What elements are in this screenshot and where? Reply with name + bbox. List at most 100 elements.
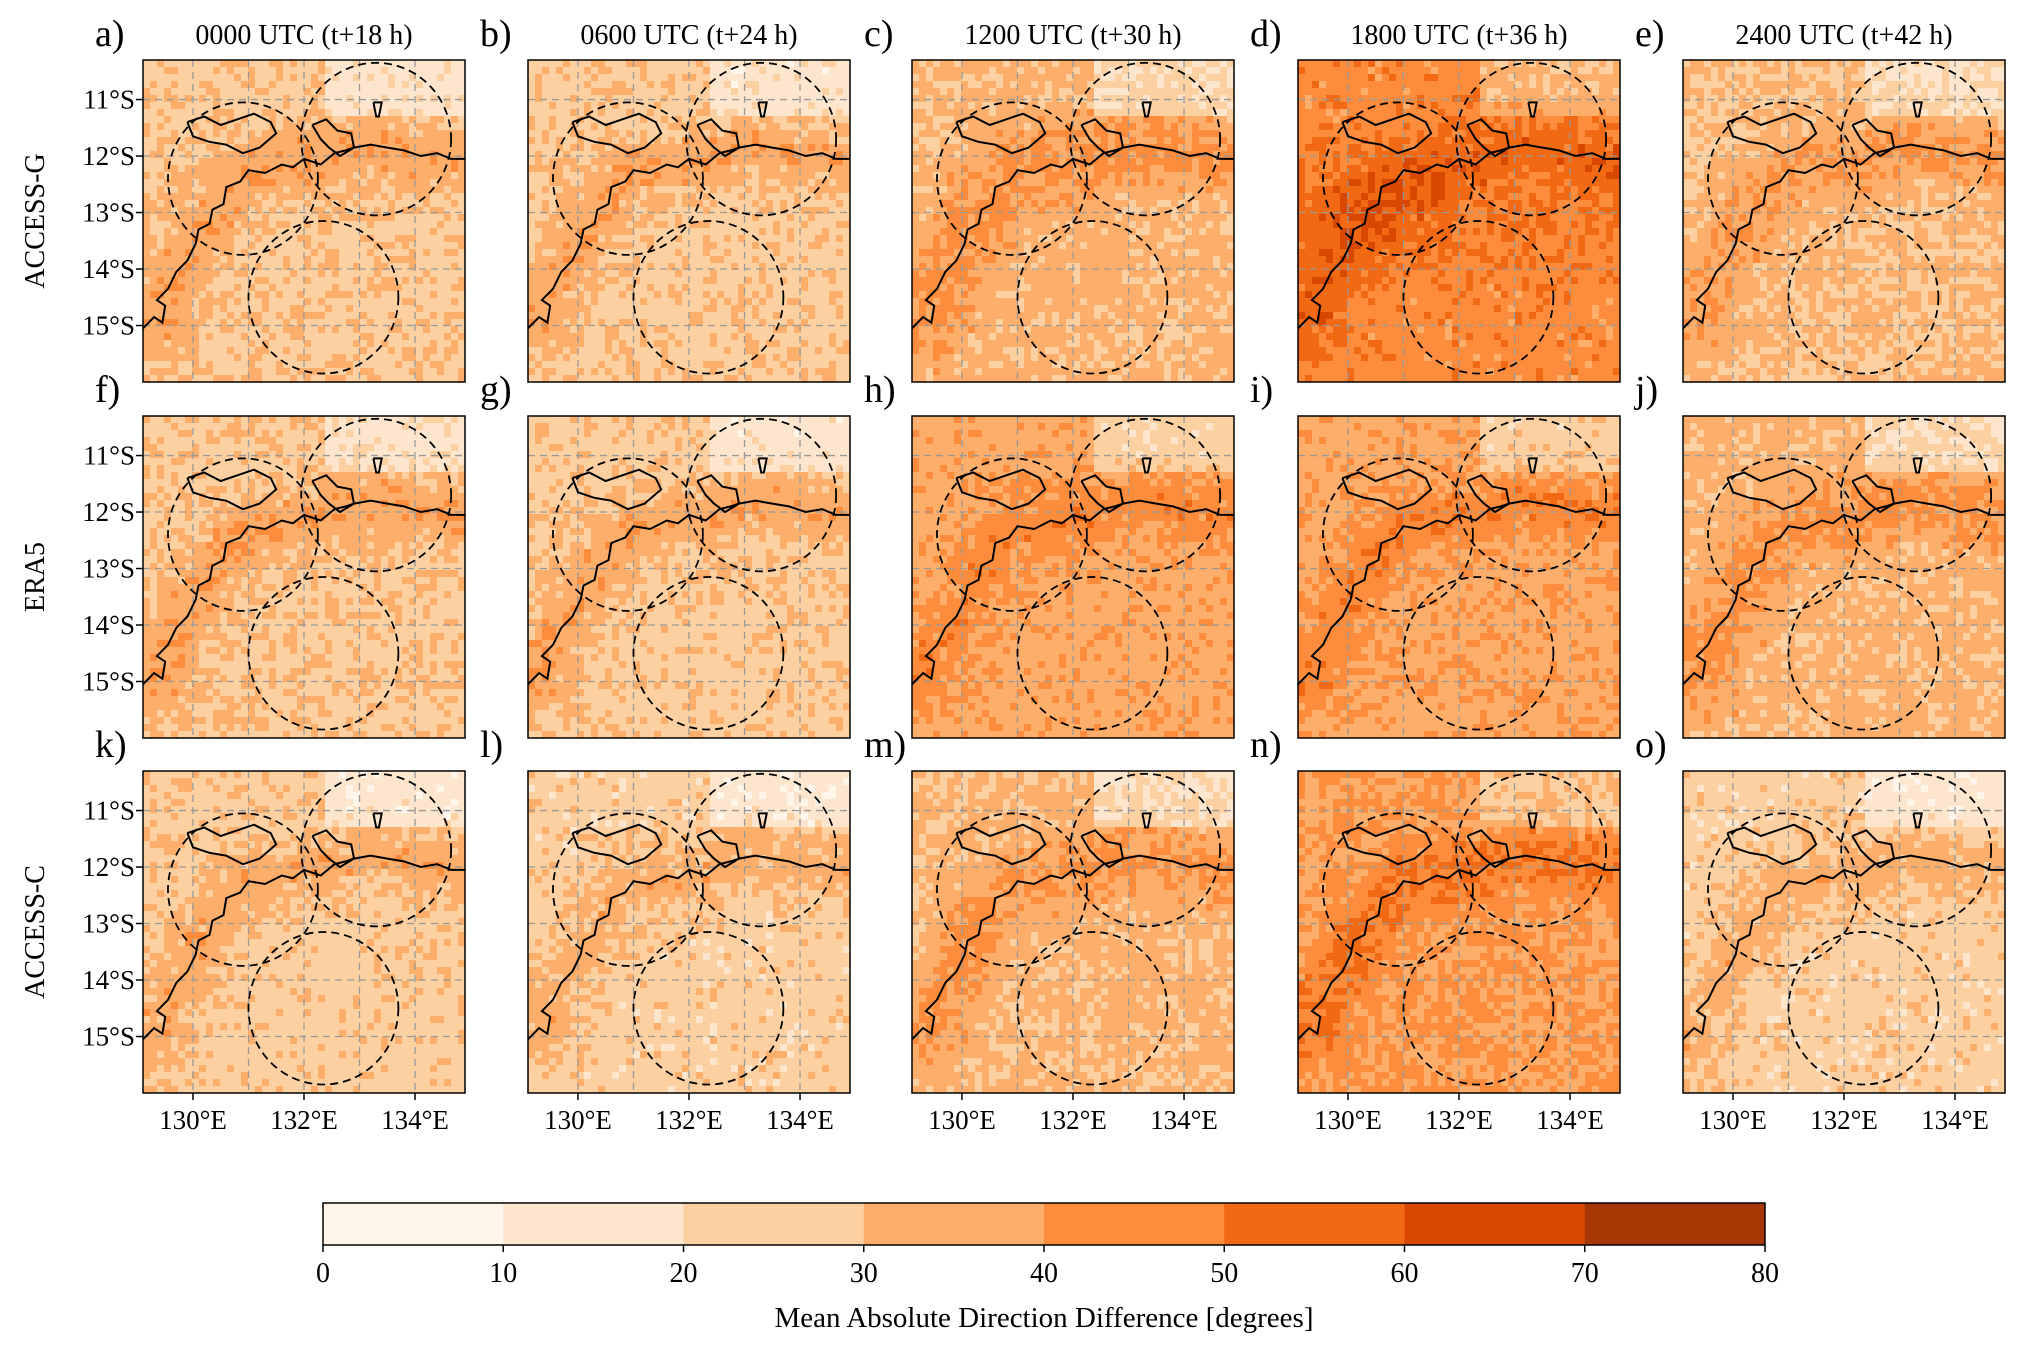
heat-cell (269, 186, 277, 194)
heat-cell (1171, 67, 1179, 75)
heat-cell (311, 67, 319, 75)
heat-cell (843, 291, 850, 299)
heat-cell (563, 67, 571, 75)
coastline-islet (757, 101, 768, 118)
heat-cell (556, 319, 564, 327)
heat-cell (661, 214, 669, 222)
heat-cell (535, 200, 543, 208)
heat-cell (255, 291, 263, 299)
heat-cell (801, 375, 809, 382)
heat-cell (724, 368, 732, 376)
heat-cell (192, 88, 200, 96)
heat-cell (1031, 165, 1039, 173)
heat-cell (954, 88, 962, 96)
heat-cell (926, 102, 934, 110)
heat-cell (919, 165, 927, 173)
heat-cell (836, 123, 844, 131)
heat-cell (549, 354, 557, 362)
heat-cell (1150, 109, 1158, 117)
heat-cell (668, 165, 676, 173)
heat-cell (647, 137, 655, 145)
heat-cell (626, 291, 634, 299)
heat-cell (325, 347, 333, 355)
heat-cell (619, 95, 627, 103)
heat-cell (1045, 165, 1053, 173)
heat-cell (577, 130, 585, 138)
heat-cell (430, 361, 438, 369)
heat-cell (829, 284, 837, 292)
heat-cell (612, 347, 620, 355)
heat-cell (738, 74, 746, 82)
heat-cell (241, 186, 249, 194)
heat-cell (1122, 67, 1130, 75)
heat-cell (1192, 116, 1200, 124)
heat-cell (696, 165, 704, 173)
heat-cell (724, 130, 732, 138)
heat-cell (150, 249, 158, 257)
heat-cell (633, 326, 641, 334)
heat-cell (150, 186, 158, 194)
heat-cell (171, 74, 179, 82)
heat-cell (528, 179, 536, 187)
heat-cell (612, 242, 620, 250)
region-circle-2 (300, 61, 453, 217)
heat-cell (829, 179, 837, 187)
heat-cell (780, 151, 788, 159)
heat-cell (402, 340, 410, 348)
heat-cell (1185, 130, 1193, 138)
heat-cell (619, 375, 627, 382)
heat-cell (1101, 144, 1109, 152)
heat-cell (171, 354, 179, 362)
heat-cell (556, 228, 564, 236)
heat-cell (1171, 60, 1179, 68)
heat-cell (395, 333, 403, 341)
heat-cell (346, 102, 354, 110)
heat-cell (283, 340, 291, 348)
heat-cell (696, 312, 704, 320)
heat-cell (1185, 123, 1193, 131)
heat-cell (556, 298, 564, 306)
heat-cell (633, 144, 641, 152)
heat-cell (451, 200, 459, 208)
heat-cell (1129, 74, 1137, 82)
heat-cell (171, 319, 179, 327)
heat-cell (297, 214, 305, 222)
heat-cell (773, 151, 781, 159)
heat-cell (696, 81, 704, 89)
heat-cell (374, 214, 382, 222)
heat-cell (423, 144, 431, 152)
heat-cell (304, 186, 312, 194)
heat-cell (206, 130, 214, 138)
heat-cell (1164, 60, 1172, 68)
heat-cell (542, 67, 550, 75)
heat-cell (171, 326, 179, 334)
heat-cell (192, 242, 200, 250)
heat-cell (926, 151, 934, 159)
heat-cell (542, 88, 550, 96)
heat-cell (528, 123, 536, 131)
heat-cell (171, 312, 179, 320)
heat-cell (325, 214, 333, 222)
heat-cell (297, 235, 305, 243)
heat-cell (374, 368, 382, 376)
heat-cell (297, 361, 305, 369)
heat-cell (241, 214, 249, 222)
heat-cell (164, 123, 172, 131)
heat-cell (738, 354, 746, 362)
heat-cell (626, 242, 634, 250)
heat-cell (563, 277, 571, 285)
heat-cell (591, 326, 599, 334)
heat-cell (150, 102, 158, 110)
heat-cell (234, 354, 242, 362)
heat-cell (381, 256, 389, 264)
heat-cell (535, 221, 543, 229)
heat-cell (570, 186, 578, 194)
heat-cell (276, 172, 284, 180)
heat-cell (367, 102, 375, 110)
heat-cell (815, 256, 823, 264)
heat-cell (710, 116, 718, 124)
heat-cell (563, 340, 571, 348)
heat-cell (549, 193, 557, 201)
heat-cell (269, 67, 277, 75)
heat-cell (409, 326, 417, 334)
